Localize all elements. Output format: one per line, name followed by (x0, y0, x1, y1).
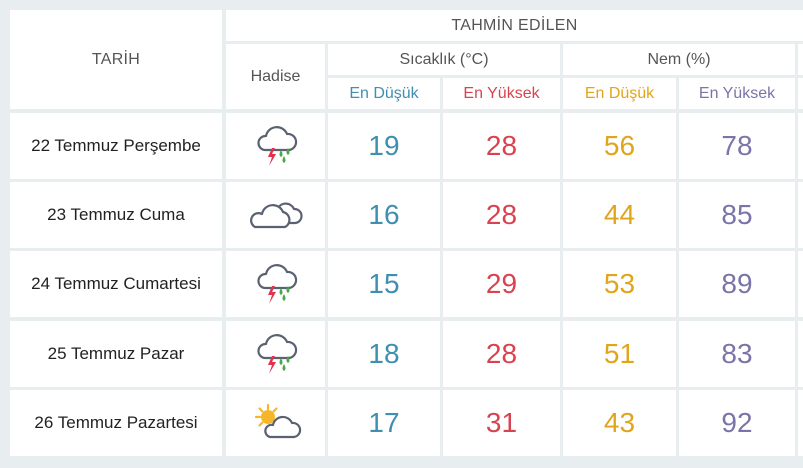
thunderstorm-rain-icon (251, 124, 301, 168)
temp-high-value: 29 (443, 251, 560, 317)
row-date: 26 Temmuz Pazartesi (10, 390, 222, 456)
weather-cell (226, 251, 325, 317)
weather-cell (226, 113, 325, 179)
header-humidity: Nem (%) (563, 44, 795, 75)
weather-cell (226, 182, 325, 248)
header-temperature: Sıcaklık (°C) (328, 44, 560, 75)
header-hum-low: En Düşük (563, 78, 676, 109)
header-temp-low: En Düşük (328, 78, 440, 109)
hum-low-value: 53 (563, 251, 676, 317)
temp-high-value: 28 (443, 113, 560, 179)
right-edge-cell (798, 44, 803, 75)
row-date: 23 Temmuz Cuma (10, 182, 222, 248)
header-hum-high: En Yüksek (679, 78, 795, 109)
temp-low-value: 16 (328, 182, 440, 248)
weather-cell (226, 321, 325, 387)
hum-high-value: 89 (679, 251, 795, 317)
hum-low-value: 56 (563, 113, 676, 179)
header-tarih: TARİH (10, 10, 222, 109)
hum-high-value: 85 (679, 182, 795, 248)
right-edge-cell (798, 251, 803, 317)
partly-cloudy-sun-icon (250, 401, 302, 445)
temp-high-value: 28 (443, 321, 560, 387)
thunderstorm-rain-icon (251, 262, 301, 306)
cloudy-icon (247, 199, 305, 231)
right-edge-cell (798, 321, 803, 387)
right-edge-cell (798, 113, 803, 179)
hum-low-value: 51 (563, 321, 676, 387)
row-date: 22 Temmuz Perşembe (10, 113, 222, 179)
row-date: 24 Temmuz Cumartesi (10, 251, 222, 317)
header-temp-high: En Yüksek (443, 78, 560, 109)
temp-low-value: 17 (328, 390, 440, 456)
temp-low-value: 18 (328, 321, 440, 387)
right-edge-cell (798, 390, 803, 456)
row-date: 25 Temmuz Pazar (10, 321, 222, 387)
header-forecast: TAHMİN EDİLEN (226, 10, 803, 41)
temp-high-value: 28 (443, 182, 560, 248)
temp-low-value: 15 (328, 251, 440, 317)
hum-low-value: 44 (563, 182, 676, 248)
hum-high-value: 83 (679, 321, 795, 387)
hum-high-value: 78 (679, 113, 795, 179)
right-edge-cell (798, 182, 803, 248)
temp-low-value: 19 (328, 113, 440, 179)
header-hadise: Hadise (226, 44, 325, 109)
right-edge-cell (798, 78, 803, 109)
thunderstorm-rain-icon (251, 332, 301, 376)
hum-low-value: 43 (563, 390, 676, 456)
hum-high-value: 92 (679, 390, 795, 456)
temp-high-value: 31 (443, 390, 560, 456)
weather-cell (226, 390, 325, 456)
